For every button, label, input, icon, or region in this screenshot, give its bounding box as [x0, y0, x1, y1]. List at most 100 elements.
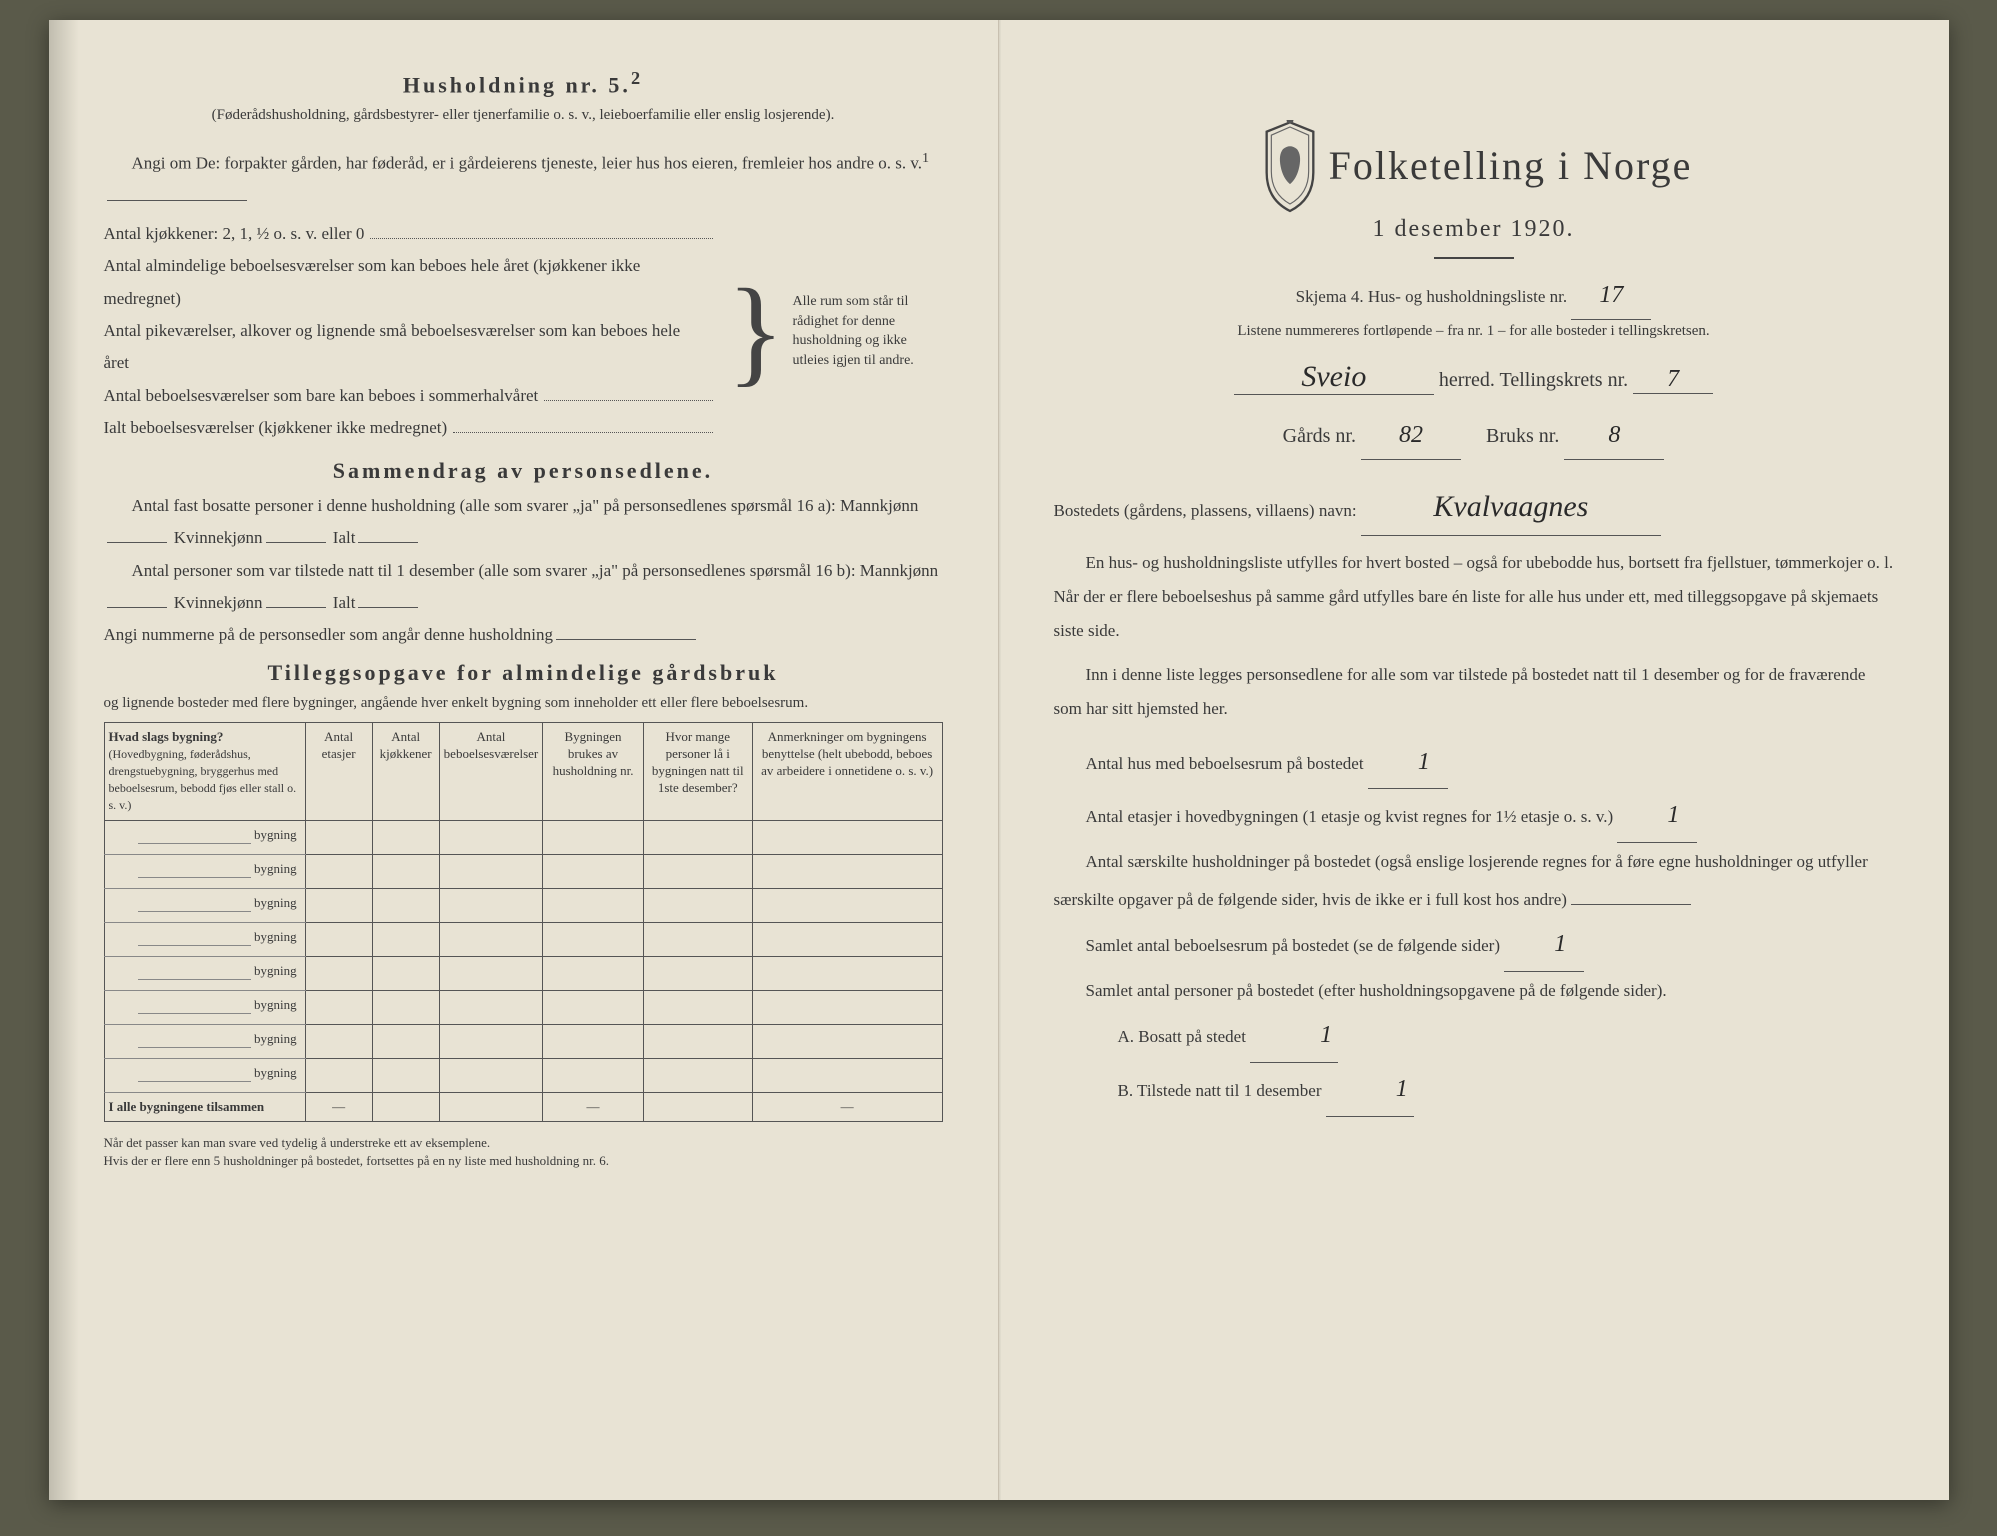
cell	[543, 820, 644, 854]
angi-om: Angi om De: forpakter gården, har føderå…	[104, 145, 943, 212]
cell	[643, 820, 752, 854]
cell	[543, 922, 644, 956]
table-row: bygning	[104, 956, 942, 990]
cell	[439, 956, 543, 990]
skjema-label: Skjema 4. Hus- og husholdningsliste nr.	[1296, 287, 1568, 306]
s-line2: Antal personer som var tilstede natt til…	[104, 555, 943, 620]
q2: Antal etasjer i hovedbygningen (1 etasje…	[1054, 789, 1894, 843]
cell	[643, 956, 752, 990]
col4: Antal beboelsesværelser	[439, 723, 543, 820]
sammendrag-title: Sammendrag av personsedlene.	[104, 458, 943, 484]
title-block: Folketelling i Norge 1 desember 1920.	[1054, 120, 1894, 259]
blank	[358, 589, 418, 608]
cell	[543, 990, 644, 1024]
rooms3-label: Antal beboelsesværelser som bare kan beb…	[104, 380, 539, 412]
q1-val: 1	[1368, 736, 1448, 790]
table-row: bygning	[104, 1058, 942, 1092]
row-rooms-total: Ialt beboelsesværelser (kjøkkener ikke m…	[104, 412, 719, 444]
col7: Anmerkninger om bygningens benyttelse (h…	[752, 723, 942, 820]
rooms1-label: Antal almindelige beboelsesværelser som …	[104, 250, 707, 315]
para1: En hus- og husholdningsliste utfylles fo…	[1054, 546, 1894, 648]
cell	[372, 1092, 439, 1121]
dash: —	[305, 1092, 372, 1121]
table-row: bygning	[104, 854, 942, 888]
herred-value: Sveio	[1234, 360, 1434, 395]
row-rooms3: Antal beboelsesværelser som bare kan beb…	[104, 380, 719, 412]
fill	[544, 384, 713, 401]
h5-sup: 2	[631, 68, 643, 88]
cell	[305, 922, 372, 956]
footnote: Når det passer kan man svare ved tydelig…	[104, 1134, 943, 1170]
cell	[752, 820, 942, 854]
q5: Samlet antal personer på bostedet (efter…	[1054, 972, 1894, 1009]
brace-text: Alle rum som står til rådighet for denne…	[793, 218, 943, 444]
gards-nr: 82	[1361, 413, 1461, 460]
cell	[305, 956, 372, 990]
cell	[439, 820, 543, 854]
s1a: Antal fast bosatte personer i denne hush…	[132, 496, 919, 515]
subtitle: 1 desember 1920.	[1054, 216, 1894, 243]
col5: Bygningen brukes av husholdning nr.	[543, 723, 644, 820]
s3: Angi nummerne på de personsedler som ang…	[104, 625, 553, 644]
qA: A. Bosatt på stedet 1	[1054, 1009, 1894, 1063]
gards-line: Gårds nr. 82 Bruks nr. 8	[1054, 413, 1894, 460]
s-kv2: Kvinnekjønn	[174, 593, 263, 612]
brace-glyph: }	[719, 218, 793, 444]
bosted-line: Bostedets (gårdens, plassens, villaens) …	[1054, 478, 1894, 536]
row-rooms1: Antal almindelige beboelsesværelser som …	[104, 250, 719, 315]
q3-val	[1571, 904, 1691, 905]
table-body: bygning bygning bygning bygning bygning …	[104, 820, 942, 1092]
bygning-cell: bygning	[104, 888, 305, 922]
cell	[543, 956, 644, 990]
cell	[305, 820, 372, 854]
angi-om-text: Angi om De: forpakter gården, har føderå…	[132, 153, 923, 172]
col1-sub: (Hovedbygning, føderådshus, drengstuebyg…	[109, 747, 297, 812]
cell	[372, 922, 439, 956]
cell	[372, 990, 439, 1024]
s-line1: Antal fast bosatte personer i denne hush…	[104, 490, 943, 555]
blank	[107, 589, 167, 608]
crest-svg	[1255, 120, 1325, 213]
table-row: bygning	[104, 990, 942, 1024]
s-ialt2: Ialt	[333, 593, 356, 612]
skjema-line: Skjema 4. Hus- og husholdningsliste nr. …	[1054, 273, 1894, 320]
s2a: Antal personer som var tilstede natt til…	[132, 561, 939, 580]
cell	[543, 888, 644, 922]
h5-title-text: Husholdning nr. 5.	[403, 72, 631, 97]
cell	[643, 922, 752, 956]
cell	[543, 854, 644, 888]
blank	[266, 525, 326, 544]
blank	[358, 525, 418, 544]
cell	[439, 990, 543, 1024]
cell	[305, 888, 372, 922]
para2: Inn i denne liste legges personsedlene f…	[1054, 658, 1894, 726]
qB: B. Tilstede natt til 1 desember 1	[1054, 1063, 1894, 1117]
herred-label: herred. Tellingskrets nr.	[1439, 369, 1628, 391]
q3: Antal særskilte husholdninger på bostede…	[1054, 843, 1894, 918]
bygning-cell: bygning	[104, 820, 305, 854]
cell	[752, 990, 942, 1024]
s-line3: Angi nummerne på de personsedler som ang…	[104, 619, 943, 651]
h5-title: Husholdning nr. 5.2	[104, 68, 943, 98]
blank	[556, 622, 696, 641]
cell	[643, 1092, 752, 1121]
right-page: Folketelling i Norge 1 desember 1920. Sk…	[999, 20, 1949, 1500]
bygning-cell: bygning	[104, 922, 305, 956]
qB-val: 1	[1326, 1063, 1414, 1117]
s-kv: Kvinnekjønn	[174, 528, 263, 547]
cell	[752, 956, 942, 990]
dash: —	[543, 1092, 644, 1121]
cell	[752, 922, 942, 956]
rooms-list: Antal kjøkkener: 2, 1, ½ o. s. v. eller …	[104, 218, 719, 444]
listene-note: Listene nummereres fortløpende – fra nr.…	[1054, 320, 1894, 343]
cell	[543, 1024, 644, 1058]
table-foot: I alle bygningene tilsammen — — —	[104, 1092, 942, 1121]
cell	[439, 922, 543, 956]
q4-val: 1	[1504, 918, 1584, 972]
kitchens-label: Antal kjøkkener: 2, 1, ½ o. s. v. eller …	[104, 218, 365, 250]
fill	[370, 222, 712, 239]
rooms-total-label: Ialt beboelsesværelser (kjøkkener ikke m…	[104, 412, 448, 444]
footnote-text: Når det passer kan man svare ved tydelig…	[104, 1135, 609, 1168]
cell	[372, 1024, 439, 1058]
cell	[372, 888, 439, 922]
